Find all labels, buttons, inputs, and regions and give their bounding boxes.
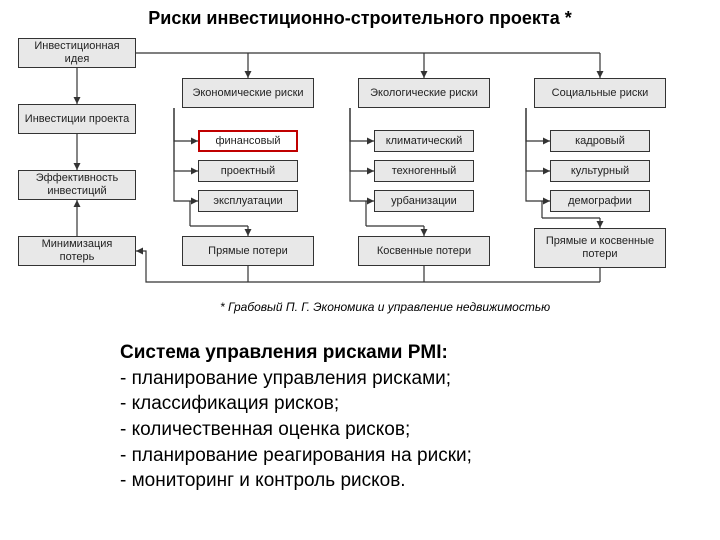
node-n_clim: климатический [374,130,474,152]
pmi-item: - планирование управления рисками; [120,366,660,392]
pmi-block: Система управления рисками PMI: - планир… [120,340,660,494]
pmi-item: - мониторинг и контроль рисков. [120,468,660,494]
page-title: Риски инвестиционно-строительного проект… [0,8,720,29]
node-n_invest: Инвестиции проекта [18,104,136,134]
node-n_dem: демографии [550,190,650,212]
node-n_tech: техногенный [374,160,474,182]
pmi-item: - планирование реагирования на риски; [120,443,660,469]
node-n_direct: Прямые потери [182,236,314,266]
pmi-title: Система управления рисками PMI: [120,342,448,363]
node-n_indirect: Косвенные потери [358,236,490,266]
node-n_cult: культурный [550,160,650,182]
node-n_fin: финансовый [198,130,298,152]
node-n_ecol: Экологические риски [358,78,490,108]
node-n_expl: эксплуатации [198,190,298,212]
node-n_soc: Социальные риски [534,78,666,108]
node-n_min: Минимизация потерь [18,236,136,266]
pmi-item: - количественная оценка рисков; [120,417,660,443]
node-n_urb: урбанизации [374,190,474,212]
node-n_eff: Эффективность инвестиций [18,170,136,200]
node-n_proj: проектный [198,160,298,182]
node-n_econ: Экономические риски [182,78,314,108]
footnote-text: * Грабовый П. Г. Экономика и управление … [220,300,550,314]
node-n_both: Прямые и косвенные потери [534,228,666,268]
node-n_idea: Инвестиционная идея [18,38,136,68]
pmi-item: - классификация рисков; [120,391,660,417]
node-n_kadr: кадровый [550,130,650,152]
